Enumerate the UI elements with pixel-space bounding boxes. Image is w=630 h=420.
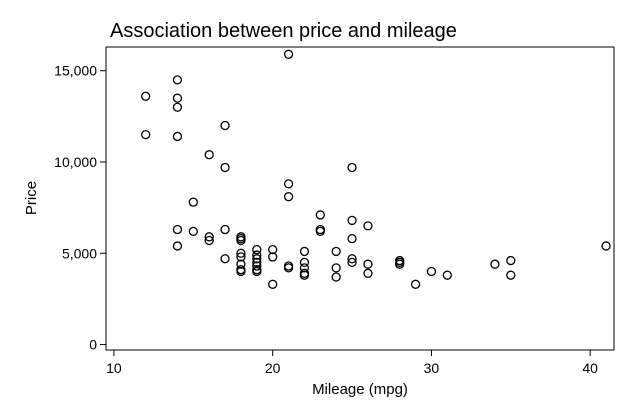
data-points [141,49,611,289]
data-point [141,91,151,101]
data-point [363,259,373,269]
x-axis-label: Mileage (mpg) [312,381,408,398]
data-point [283,49,294,59]
data-point [347,257,357,268]
data-point [204,232,214,242]
data-point [347,234,357,244]
data-point [252,254,262,264]
y-tick-label: 10,000 [54,154,97,170]
data-point [268,252,278,262]
data-point [220,254,230,264]
data-point [172,241,183,251]
data-point [252,266,262,277]
data-point [204,150,214,160]
data-point [188,197,198,207]
data-point [442,270,452,280]
data-point [172,75,183,85]
data-point [426,266,437,277]
x-axis-ticks: 10 20 30 40 [106,350,598,376]
data-point [363,221,373,231]
data-point [220,162,230,173]
data-point [252,261,262,271]
data-point [204,235,214,246]
y-tick-label: 5,000 [62,245,97,261]
data-point [331,263,341,273]
x-tick-label: 10 [106,360,122,376]
data-point [172,102,183,112]
data-point [283,192,294,202]
data-point [283,179,294,189]
data-point [299,257,310,268]
x-tick-label: 40 [582,360,598,376]
data-point [252,257,262,268]
data-point [172,93,183,103]
data-point [347,162,357,173]
data-point [331,272,341,282]
data-point [331,246,341,257]
data-point [252,244,262,255]
data-point [506,270,516,280]
data-point [236,266,246,277]
data-point [172,224,183,235]
data-point [299,246,310,257]
data-point [490,259,500,269]
data-point [410,279,421,289]
data-point [252,250,262,260]
data-point [395,259,405,269]
x-tick-label: 30 [424,360,440,376]
y-axis-ticks: 0 5,000 10,000 15,000 [54,63,106,353]
data-point [315,210,325,220]
data-point [601,241,611,251]
data-point [363,268,373,278]
y-tick-label: 15,000 [54,63,97,79]
data-point [268,279,278,289]
data-point [172,131,183,142]
chart-title: Association between price and mileage [110,20,457,42]
data-point [347,215,357,226]
data-point [347,254,357,264]
data-point [220,120,230,131]
data-point [236,235,246,246]
data-point [315,226,325,237]
data-point [236,252,246,262]
data-point [236,259,246,269]
y-axis-label: Price [23,181,40,215]
data-point [299,263,310,273]
data-point [506,255,516,266]
data-point [220,224,230,235]
data-point [299,270,310,280]
x-tick-label: 20 [265,360,281,376]
data-point [283,263,294,273]
data-point [188,226,198,237]
data-point [141,129,151,140]
data-point [268,244,278,255]
y-tick-label: 0 [89,337,97,353]
data-point [236,248,246,258]
plot-frame [105,46,615,351]
